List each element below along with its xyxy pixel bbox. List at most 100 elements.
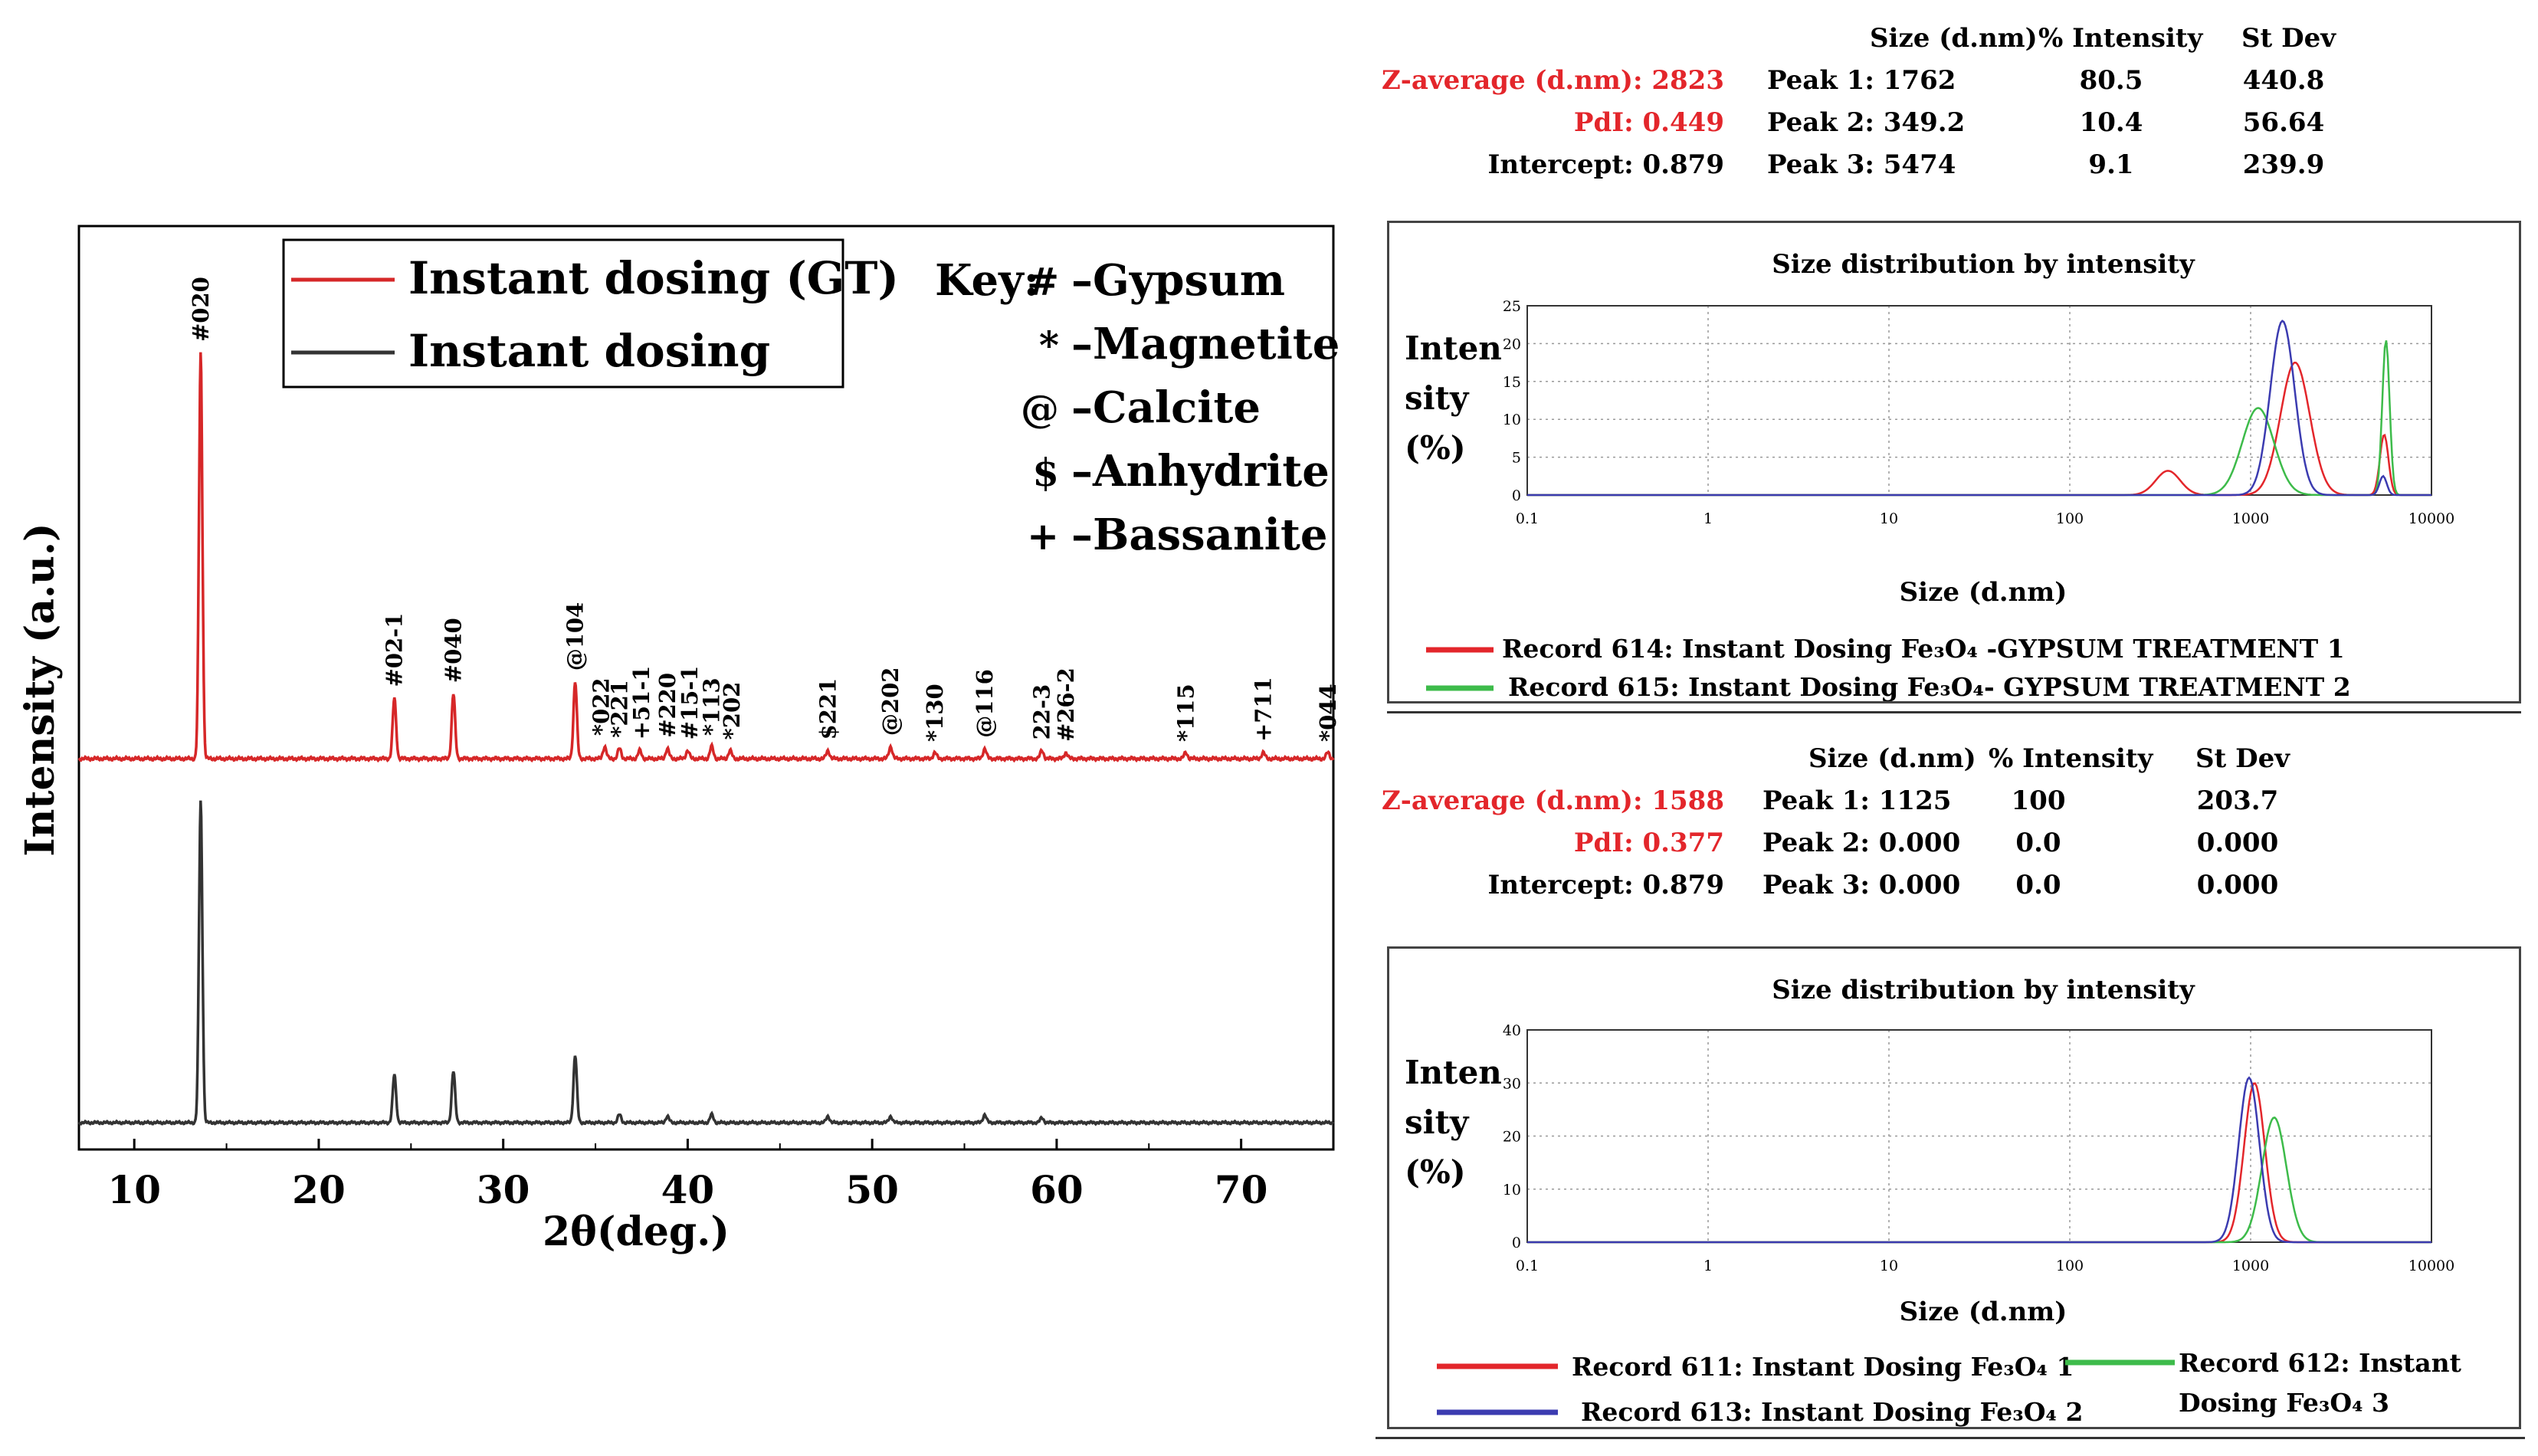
dls2-peak3: Peak 3: 0.000 <box>1762 870 1961 900</box>
xrd-peak-label: +51-1 <box>628 666 654 740</box>
xrd-peak-label: @104 <box>562 602 589 671</box>
dls-y-axis-label: sity <box>1405 379 1470 417</box>
dls-y-tick-label: 10 <box>1503 412 1521 428</box>
dls2-intensity2: 0.0 <box>2015 828 2061 858</box>
dls-x-tick-label: 0.1 <box>1516 510 1539 527</box>
xrd-peak-label: #040 <box>441 618 467 683</box>
xrd-key-text: –Bassanite <box>1071 510 1327 560</box>
dls-chart-title: Size distribution by intensity <box>1772 975 2195 1005</box>
xrd-x-tick-label: 10 <box>107 1167 161 1212</box>
xrd-x-tick-label: 70 <box>1215 1167 1268 1212</box>
dls2-intercept: Intercept: 0.879 <box>1487 870 1724 900</box>
dls1-peak3: Peak 3: 5474 <box>1767 149 1956 180</box>
dls2-panel: Size distribution by intensity 0 10 20 30 40 0… <box>1387 946 2521 1429</box>
dls1-peak1: Peak 1: 1762 <box>1767 65 1956 96</box>
dls-y-axis-label: (%) <box>1405 1153 1466 1191</box>
dls-x-tick-label: 1 <box>1703 510 1713 527</box>
dls2-stdev2: 0.000 <box>2196 828 2279 858</box>
xrd-x-tick-label: 40 <box>661 1167 715 1212</box>
xrd-peak-label: $221 <box>815 678 841 740</box>
xrd-y-axis-label: Intensity (a.u.) <box>17 523 64 856</box>
xrd-x-tick-label: 50 <box>845 1167 899 1212</box>
dls-x-tick-label: 1000 <box>2232 1258 2269 1274</box>
dls1-intensity3: 9.1 <box>2088 149 2134 180</box>
xrd-peak-label: @202 <box>877 667 903 736</box>
xrd-peak-label: *130 <box>922 684 948 742</box>
xrd-peak-label: *115 <box>1172 684 1198 742</box>
xrd-peak-label: #26-2 <box>1053 667 1079 742</box>
xrd-peak-label: *044 <box>1315 684 1341 742</box>
xrd-key-text: –Calcite <box>1071 382 1261 433</box>
dls-x-tick-label: 10000 <box>2408 510 2454 527</box>
dls-y-axis-label: Inten <box>1405 330 1502 367</box>
dls1-stdev3: 239.9 <box>2242 149 2325 180</box>
dls-x-tick-label: 0.1 <box>1516 1258 1539 1274</box>
dls2-header-intensity: % Intensity <box>1989 743 2153 774</box>
dls2-intensity3: 0.0 <box>2015 870 2061 900</box>
xrd-key-symbol: @ <box>1021 386 1059 431</box>
xrd-key-symbol: # <box>1027 259 1059 304</box>
dls1-stdev1: 440.8 <box>2242 65 2325 96</box>
dls-y-tick-label: 0 <box>1512 1235 1521 1251</box>
xrd-peak-label: #02-1 <box>382 613 408 687</box>
divider-line <box>1387 711 2521 713</box>
xrd-series-instant-line <box>77 800 1335 1126</box>
xrd-legend-label: Instant dosing <box>408 325 770 377</box>
dls-y-axis-label: sity <box>1405 1103 1470 1141</box>
dls-y-tick-label: 25 <box>1503 298 1521 315</box>
dls1-stdev2: 56.64 <box>2242 107 2325 138</box>
dls2-header-stdev: St Dev <box>2195 743 2290 774</box>
dls2-pdi: PdI: 0.377 <box>1573 828 1724 858</box>
dls-x-tick-label: 1000 <box>2232 510 2269 527</box>
dls2-header-size: Size (d.nm) <box>1808 743 1976 774</box>
bottom-rule <box>1376 1437 2525 1439</box>
dls1-header-stdev: St Dev <box>2241 23 2336 54</box>
dls-y-axis-label: (%) <box>1405 429 1466 467</box>
dls2-legend-label: Record 612: Instant <box>2179 1348 2462 1378</box>
xrd-key-text: –Anhydrite <box>1071 446 1330 497</box>
dls2-legend-label: Record 611: Instant Dosing Fe₃O₄ 1 <box>1572 1352 2074 1382</box>
dls2-stdev3: 0.000 <box>2196 870 2279 900</box>
xrd-key-symbol: * <box>1039 323 1059 368</box>
dls-x-tick-label: 10 <box>1880 510 1898 527</box>
dls-y-tick-label: 15 <box>1503 374 1521 391</box>
dls1-header-size: Size (d.nm) <box>1870 23 2038 54</box>
xrd-series-gt-line <box>77 352 1335 763</box>
dls-x-tick-label: 10000 <box>2408 1258 2454 1274</box>
dls-chart-title: Size distribution by intensity <box>1772 249 2195 280</box>
dls2-peak1: Peak 1: 1125 <box>1762 785 1952 816</box>
xrd-x-tick-label: 20 <box>292 1167 346 1212</box>
dls1-panel: Size distribution by intensity 0 5 10 15 20 25… <box>1387 221 2521 703</box>
xrd-peak-label: *221 <box>606 680 632 738</box>
dls1-header-intensity: % Intensity <box>2038 23 2203 54</box>
dls-y-tick-label: 20 <box>1503 336 1521 353</box>
dls-series-line <box>1527 320 2431 497</box>
xrd-peak-label: *022 <box>588 677 614 736</box>
xrd-legend-label: Instant dosing (GT) <box>408 252 899 304</box>
dls-y-tick-label: 0 <box>1512 487 1521 504</box>
dls2-legend-label: Dosing Fe₃O₄ 3 <box>2179 1388 2389 1418</box>
xrd-x-axis-label: 2θ(deg.) <box>543 1208 730 1255</box>
dls2-intensity1: 100 <box>2011 785 2066 816</box>
xrd-peak-label: #15-1 <box>677 666 703 740</box>
dls-series-line <box>1527 362 2431 497</box>
dls-x-tick-label: 10 <box>1880 1258 1898 1274</box>
xrd-key-text: –Magnetite <box>1071 319 1340 369</box>
dls1-stats-table: Size (d.nm) % Intensity St Dev Z-average… <box>1364 23 2513 192</box>
xrd-peak-label: #220 <box>654 673 680 738</box>
dls2-stats-table: Size (d.nm) % Intensity St Dev Z-average… <box>1364 743 2513 912</box>
xrd-peak-label: *202 <box>719 682 745 740</box>
xrd-x-tick-label: 60 <box>1030 1167 1084 1212</box>
dls-x-tick-label: 1 <box>1703 1258 1713 1274</box>
dls2-chart: Size distribution by intensity 0 10 20 30 40 0… <box>1405 975 2462 1427</box>
dls-y-tick-label: 40 <box>1503 1022 1521 1039</box>
xrd-peak-label: 22-3 <box>1029 684 1055 740</box>
dls-x-tick-label: 100 <box>2056 510 2084 527</box>
dls-x-axis-label: Size (d.nm) <box>1900 577 2067 608</box>
xrd-peak-label: +711 <box>1251 677 1277 742</box>
xrd-key-symbol: $ <box>1032 450 1059 495</box>
xrd-key-symbol: + <box>1027 513 1059 559</box>
dls1-zaverage: Z-average (d.nm): 2823 <box>1381 65 1724 96</box>
dls-y-tick-label: 30 <box>1503 1075 1521 1092</box>
dls-y-tick-label: 20 <box>1503 1129 1521 1146</box>
